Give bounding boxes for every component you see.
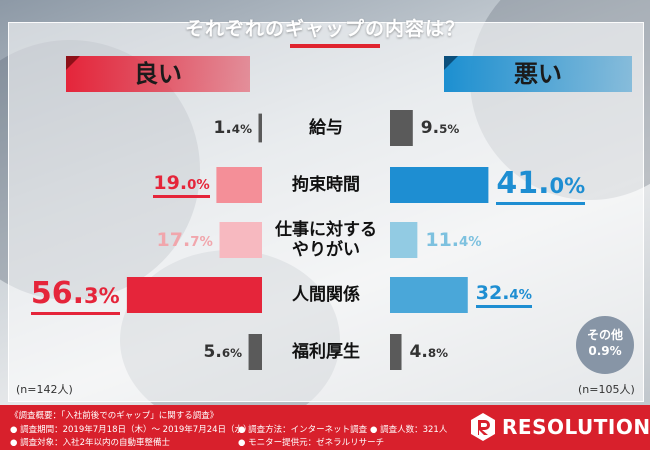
good-bar-3	[219, 222, 262, 258]
category-label-1: 給与	[261, 118, 391, 138]
survey-provider: ● モニター提供元：ゼネラルリサーチ	[238, 438, 385, 448]
title-underline	[290, 44, 380, 48]
survey-count: ● 調査人数：321人	[370, 425, 448, 435]
good-value-label-4: 56.3%	[30, 276, 120, 315]
survey-target: ● 調査対象：入社2年以内の自動車整備士	[10, 438, 171, 448]
category-line: 人間関係	[292, 285, 360, 305]
bad-bar-1	[390, 110, 413, 146]
resolution-mark-icon	[471, 413, 495, 441]
category-line: やりがい	[292, 240, 360, 260]
good-value-label-2: 19.0%	[153, 172, 210, 198]
bad-header: 悪い	[444, 56, 632, 92]
bad-bar-5	[390, 334, 402, 370]
category-line: 福利厚生	[292, 342, 360, 362]
survey-period: ● 調査期間：2019年7月18日（木）～ 2019年7月24日（水）	[10, 425, 252, 435]
good-header: 良い	[66, 56, 250, 92]
bad-value-label-1: 9.5%	[420, 118, 460, 138]
category-line: 給与	[309, 118, 343, 138]
good-value-label-5: 5.6%	[203, 342, 243, 362]
other-label: その他	[586, 328, 623, 342]
good-bar-5	[248, 334, 262, 370]
good-value-label-3: 17.7%	[156, 229, 213, 251]
category-line: 拘束時間	[292, 175, 360, 195]
survey-method: ● 調査方法：インターネット調査	[238, 425, 368, 435]
bad-value-label-3: 11.4%	[425, 229, 482, 251]
category-label-4: 人間関係	[261, 285, 391, 305]
other-bubble: その他 0.9%	[576, 316, 634, 374]
bad-sample-size: (n=105人)	[578, 383, 635, 396]
category-label-5: 福利厚生	[261, 342, 391, 362]
resolution-logo: RESOLUTION	[470, 410, 650, 444]
good-bar-1	[258, 113, 262, 143]
good-sample-size: (n=142人)	[16, 383, 73, 396]
bad-value-label-2: 41.0%	[496, 166, 586, 205]
chart-title: それぞれのギャップの内容は？	[184, 18, 465, 40]
bad-header-fold	[444, 56, 458, 70]
bad-value-label-5: 4.8%	[409, 342, 448, 362]
bad-value-label-4: 32.4%	[475, 282, 532, 308]
bad-bar-4	[390, 277, 468, 313]
logo-text: RESOLUTION	[502, 415, 650, 439]
category-label-3: 仕事に対する やりがい	[261, 220, 391, 260]
other-value: 0.9%	[588, 344, 622, 358]
survey-heading: 《調査概要：「入社前後でのギャップ」に関する調査》	[10, 411, 219, 421]
good-value-label-1: 1.4%	[213, 118, 252, 138]
good-bar-2	[216, 167, 262, 203]
category-line: 仕事に対する	[275, 220, 377, 240]
survey-footer: 《調査概要：「入社前後でのギャップ」に関する調査》 ● 調査期間：2019年7月…	[0, 405, 650, 450]
good-bar-4	[126, 277, 262, 313]
bad-bar-2	[390, 167, 489, 203]
good-header-fold	[66, 56, 80, 70]
category-label-2: 拘束時間	[261, 175, 391, 195]
bad-bar-3	[390, 222, 418, 258]
